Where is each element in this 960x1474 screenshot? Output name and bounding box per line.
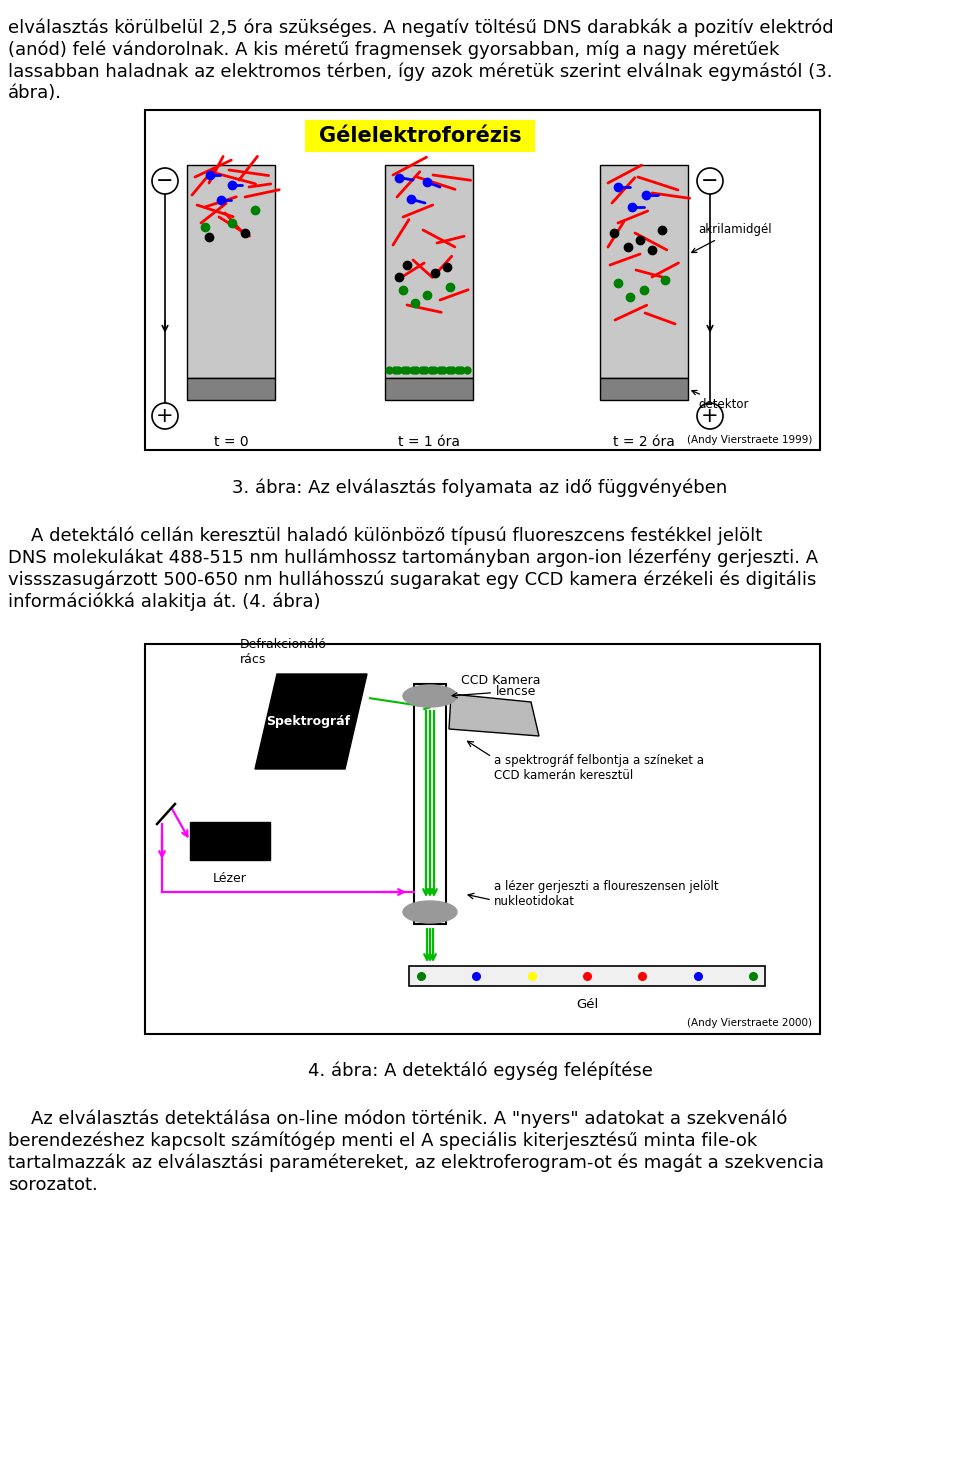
Circle shape — [697, 168, 723, 195]
Text: (anód) felé vándorolnak. A kis méretű fragmensek gyorsabban, míg a nagy méretűek: (anód) felé vándorolnak. A kis méretű fr… — [8, 40, 780, 59]
Bar — [600, 165, 688, 377]
Text: 3. ábra: Az elválasztás folyamata az idő függvényében: 3. ábra: Az elválasztás folyamata az idő… — [232, 478, 728, 497]
Bar — [145, 644, 820, 1033]
Text: −: − — [156, 171, 174, 192]
Circle shape — [152, 168, 178, 195]
Text: t = 1 óra: t = 1 óra — [398, 435, 460, 450]
Text: információkká alakitja át. (4. ábra): információkká alakitja át. (4. ábra) — [8, 593, 321, 610]
Text: lencse: lencse — [452, 684, 537, 697]
Text: berendezéshez kapcsolt számítógép menti el A speciális kiterjesztésű minta file-: berendezéshez kapcsolt számítógép menti … — [8, 1132, 757, 1151]
Text: t = 2 óra: t = 2 óra — [613, 435, 675, 450]
Text: lassabban haladnak az elektromos térben, így azok méretük szerint elválnak egymá: lassabban haladnak az elektromos térben,… — [8, 62, 832, 81]
Text: sorozatot.: sorozatot. — [8, 1176, 98, 1194]
Text: (Andy Vierstraete 1999): (Andy Vierstraete 1999) — [686, 435, 812, 445]
Text: 4. ábra: A detektáló egység felépítése: 4. ábra: A detektáló egység felépítése — [307, 1061, 653, 1080]
Bar — [190, 822, 270, 859]
Bar — [385, 165, 473, 377]
Ellipse shape — [403, 685, 457, 708]
Text: tartalmazzák az elválasztási paramétereket, az elektroferogram-ot és magát a sze: tartalmazzák az elválasztási paraméterek… — [8, 1154, 824, 1172]
Text: (Andy Vierstraete 2000): (Andy Vierstraete 2000) — [687, 1019, 812, 1027]
Text: Az elválasztás detektálása on-line módon történik. A "nyers" adatokat a szekvená: Az elválasztás detektálása on-line módon… — [8, 1110, 787, 1129]
Bar — [409, 965, 765, 986]
Circle shape — [697, 402, 723, 429]
Text: a lézer gerjeszti a floureszensen jelölt
nukleotidokat: a lézer gerjeszti a floureszensen jelölt… — [494, 880, 719, 908]
Bar — [414, 684, 446, 924]
Bar — [187, 377, 275, 399]
Bar — [305, 119, 535, 152]
Ellipse shape — [403, 901, 457, 923]
Bar — [145, 111, 820, 450]
Text: Defrakcionáló
rács: Defrakcionáló rács — [240, 638, 326, 666]
Text: detektor: detektor — [692, 391, 749, 411]
Text: CCD Kamera: CCD Kamera — [461, 674, 540, 687]
Bar — [385, 377, 473, 399]
Text: ábra).: ábra). — [8, 84, 62, 102]
Text: DNS molekulákat 488-515 nm hullámhossz tartományban argon-ion lézerfény gerjeszt: DNS molekulákat 488-515 nm hullámhossz t… — [8, 548, 818, 566]
Text: a spektrográf felbontja a színeket a
CCD kamerán keresztül: a spektrográf felbontja a színeket a CCD… — [494, 755, 704, 783]
Text: −: − — [701, 171, 719, 192]
Text: vissszasugárzott 500-650 nm hulláhosszú sugarakat egy CCD kamera érzékeli és dig: vissszasugárzott 500-650 nm hulláhosszú … — [8, 570, 816, 588]
Circle shape — [152, 402, 178, 429]
Text: Gél: Gél — [576, 998, 598, 1011]
Text: elválasztás körülbelül 2,5 óra szükséges. A negatív töltésű DNS darabkák a pozit: elválasztás körülbelül 2,5 óra szükséges… — [8, 18, 833, 37]
Text: Gélelektroforézis: Gélelektroforézis — [319, 125, 521, 146]
Text: t = 0: t = 0 — [214, 435, 249, 450]
Bar — [600, 377, 688, 399]
Text: +: + — [701, 405, 719, 426]
Text: A detektáló cellán keresztül haladó különböző típusú fluoreszcens festékkel jelö: A detektáló cellán keresztül haladó külö… — [8, 526, 762, 544]
Text: Spektrográf: Spektrográf — [266, 715, 350, 728]
Text: +: + — [156, 405, 174, 426]
Polygon shape — [255, 674, 367, 769]
Text: Lézer: Lézer — [213, 873, 247, 884]
Polygon shape — [449, 694, 539, 736]
Text: akrilamidgél: akrilamidgél — [692, 224, 772, 252]
Bar — [187, 165, 275, 377]
